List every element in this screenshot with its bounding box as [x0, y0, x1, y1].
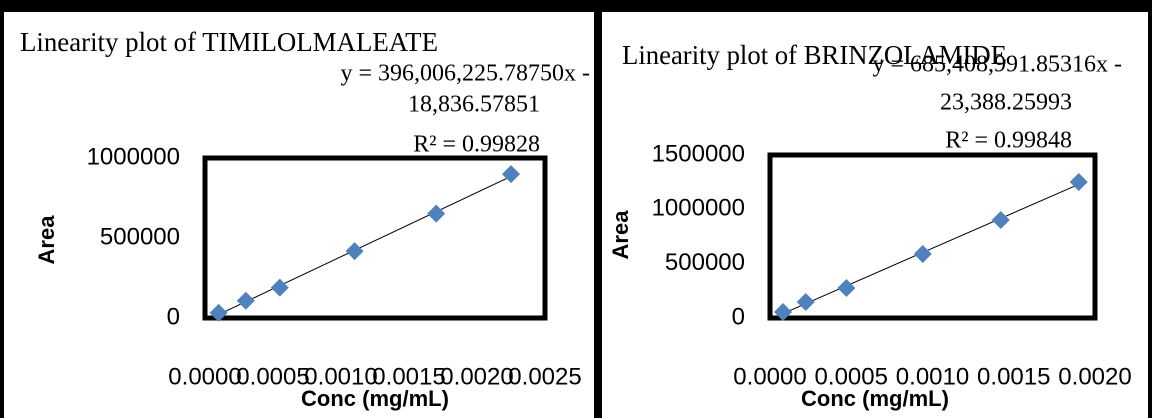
data-point — [236, 291, 255, 310]
equation: 18,836.57851 — [408, 92, 540, 118]
y-axis-label: Area — [608, 210, 633, 260]
x-tick-label: 0.0015 — [372, 363, 445, 390]
equation: y = 685,408,991.85316x - — [872, 52, 1122, 78]
r-squared: R² = 0.99828 — [413, 132, 540, 158]
data-point — [1069, 173, 1088, 192]
x-tick-label: 0.0020 — [440, 363, 513, 390]
plot-area — [202, 155, 548, 321]
plot-area — [767, 152, 1098, 321]
y-axis-label: Area — [34, 215, 59, 265]
data-point — [270, 278, 289, 297]
y-tick-label: 0 — [167, 303, 180, 330]
data-point — [345, 242, 364, 261]
x-tick-label: 0.0005 — [815, 363, 888, 390]
y-tick-label: 1000000 — [652, 195, 745, 222]
data-point — [837, 279, 856, 298]
data-point — [427, 204, 446, 223]
r-squared: R² = 0.99848 — [945, 128, 1072, 154]
data-point — [209, 303, 228, 322]
chart-title: Linearity plot of TIMILOLMALEATE — [20, 27, 438, 57]
data-point — [796, 293, 815, 312]
equation: 23,388.25993 — [940, 90, 1072, 116]
x-tick-label: 0.0010 — [896, 363, 969, 390]
panel-frame — [0, 8, 598, 418]
trendline — [782, 183, 1079, 314]
x-tick-label: 0.0000 — [733, 363, 806, 390]
panel-frame — [598, 8, 1152, 418]
data-point — [502, 165, 520, 184]
y-tick-label: 0 — [732, 303, 745, 330]
equation: y = 396,006,225.78750x - — [340, 61, 590, 87]
x-tick-label: 0.0005 — [236, 363, 309, 390]
x-axis-label: Conc (mg/mL) — [801, 386, 949, 411]
y-tick-label: 500000 — [665, 249, 745, 276]
data-point — [991, 210, 1010, 229]
x-tick-label: 0.0020 — [1058, 363, 1131, 390]
data-point — [774, 303, 792, 322]
x-tick-label: 0.0010 — [304, 363, 377, 390]
data-point — [913, 244, 932, 263]
y-tick-label: 500000 — [100, 223, 180, 250]
x-axis-label: Conc (mg/mL) — [301, 386, 449, 411]
trendline — [218, 175, 512, 315]
y-tick-label: 1000000 — [87, 143, 180, 170]
y-tick-label: 1500000 — [652, 140, 745, 167]
chart-title: Linearity plot of BRINZOLAMIDE — [622, 40, 1007, 70]
x-tick-label: 0.0015 — [977, 363, 1050, 390]
x-tick-label: 0.0025 — [508, 363, 581, 390]
x-tick-label: 0.0000 — [168, 363, 241, 390]
